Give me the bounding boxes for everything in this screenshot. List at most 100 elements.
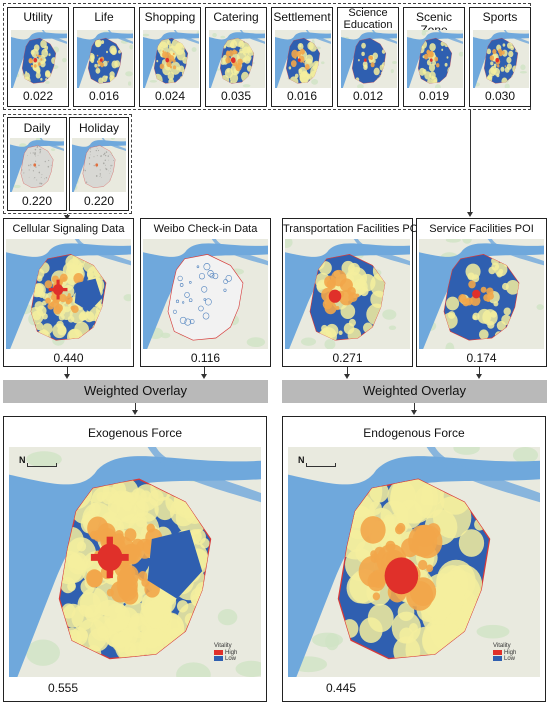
weighted-overlay-right: Weighted Overlay	[282, 380, 547, 403]
legend-title: Vitality	[493, 643, 511, 649]
poi-card-title: Catering	[213, 10, 259, 24]
time-card-title: Holiday	[78, 121, 120, 135]
legend-low-label: Low	[225, 656, 237, 663]
data-source-card: Weibo Check-in Data 0.116	[140, 218, 271, 367]
legend-high-swatch	[493, 650, 502, 655]
connector-arrow	[344, 374, 350, 379]
data-source-map	[419, 239, 544, 349]
weighted-overlay-left: Weighted Overlay	[3, 380, 268, 403]
data-source-weight-value: 0.174	[466, 351, 497, 365]
force-map: N Vitality High Low	[288, 447, 540, 677]
poi-weight-value: 0.030	[484, 89, 516, 103]
legend-high-label: High	[504, 650, 517, 657]
legend-title: Vitality	[214, 643, 232, 649]
data-source-title: Service Facilities POI	[429, 223, 534, 235]
poi-card-life: Life 0.016	[73, 7, 135, 107]
poi-weight-value: 0.035	[220, 89, 252, 103]
poi-card-utility: Utility 0.022	[7, 7, 69, 107]
connector-line	[67, 367, 68, 375]
time-group	[3, 114, 132, 214]
force-title: Endogenous Force	[363, 426, 465, 440]
poi-card-settlement: Settlement 0.016	[271, 7, 333, 107]
time-card-holiday: Holiday 0.220	[69, 117, 129, 211]
connector-line	[204, 367, 205, 375]
legend-high-row: High	[493, 650, 516, 656]
legend-low-swatch	[493, 656, 502, 662]
data-source-weight-value: 0.271	[332, 351, 363, 365]
poi-heatmap	[143, 30, 199, 88]
legend-low-row: Low	[493, 656, 516, 662]
connector-arrow	[64, 374, 70, 379]
data-source-weight-value: 0.440	[53, 351, 84, 365]
poi-heatmap	[341, 30, 397, 88]
connector-arrow	[411, 410, 417, 415]
legend-low-row: Low	[214, 656, 237, 662]
data-source-card: Cellular Signaling Data 0.440	[3, 218, 134, 367]
data-source-weight-value: 0.116	[190, 351, 221, 365]
exogenous-force-card: Exogenous Force N Vitality High Low 0.555	[3, 416, 267, 702]
time-map	[10, 138, 64, 192]
data-source-title: Weibo Check-in Data	[153, 223, 258, 235]
connector-arrow	[476, 374, 482, 379]
force-weight-value: 0.445	[326, 681, 357, 695]
poi-card-shopping: Shopping 0.024	[139, 7, 201, 107]
vitality-legend: Vitality High Low	[493, 643, 516, 662]
poi-weight-value: 0.016	[286, 89, 318, 103]
poi-heatmap	[209, 30, 265, 88]
data-source-card: Service Facilities POI 0.174	[416, 218, 547, 367]
data-source-map	[285, 239, 410, 349]
force-title: Exogenous Force	[87, 426, 183, 440]
force-weight-value: 0.555	[48, 681, 79, 695]
poi-heatmap	[407, 30, 463, 88]
connector-arrow	[467, 212, 473, 217]
vitality-legend: Vitality High Low	[214, 643, 237, 662]
connector-line	[347, 367, 348, 375]
poi-weight-value: 0.022	[22, 89, 54, 103]
poi-heatmap	[473, 30, 529, 88]
poi-card-title: Settlement	[273, 10, 331, 24]
legend-low-swatch	[214, 656, 223, 662]
north-arrow-icon: N	[19, 455, 26, 465]
data-source-title: Cellular Signaling Data	[12, 223, 125, 235]
poi-heatmap	[275, 30, 331, 88]
north-arrow-icon: N	[298, 455, 305, 465]
poi-card-title: Utility	[23, 10, 53, 24]
connector-line	[479, 367, 480, 375]
poi-weight-value: 0.019	[418, 89, 450, 103]
scale-bar	[27, 463, 57, 467]
data-source-map	[6, 239, 131, 349]
poi-card-title: Science Education	[343, 7, 393, 31]
poi-weight-value: 0.016	[88, 89, 120, 103]
poi-weight-value: 0.024	[154, 89, 186, 103]
data-source-map	[143, 239, 268, 349]
force-map: N Vitality High Low	[9, 447, 261, 677]
poi-heatmap	[11, 30, 67, 88]
time-card-title: Daily	[23, 121, 51, 135]
connector-arrow	[64, 215, 70, 220]
scale-bar	[306, 463, 336, 467]
time-weight-value: 0.220	[21, 194, 53, 208]
connector-line	[470, 110, 471, 213]
time-card-daily: Daily 0.220	[7, 117, 67, 211]
poi-heatmap	[77, 30, 133, 88]
connector-line	[414, 403, 415, 411]
poi-card-science-education: Science Education 0.012	[337, 7, 399, 107]
data-source-card: Transportation Facilities POI 0.271	[282, 218, 422, 367]
endogenous-force-card: Endogenous Force N Vitality High Low 0.445	[282, 416, 546, 702]
poi-card-title: Life	[94, 10, 114, 24]
connector-arrow	[201, 374, 207, 379]
legend-high-row: High	[214, 650, 237, 656]
data-source-title: Transportation Facilities POI	[283, 223, 422, 235]
time-weight-value: 0.220	[83, 194, 115, 208]
legend-high-label: High	[225, 650, 238, 657]
poi-card-scenic-zone: Scenic Zone0.019	[403, 7, 465, 107]
poi-weight-value: 0.012	[352, 89, 384, 103]
poi-card-title: Sports	[482, 10, 518, 24]
connector-line	[135, 403, 136, 411]
legend-low-label: Low	[504, 656, 516, 663]
poi-card-catering: Catering 0.035	[205, 7, 267, 107]
poi-card-sports: Sports 0.030	[469, 7, 531, 107]
time-map	[72, 138, 126, 192]
connector-arrow	[132, 410, 138, 415]
poi-card-title: Shopping	[144, 10, 196, 24]
